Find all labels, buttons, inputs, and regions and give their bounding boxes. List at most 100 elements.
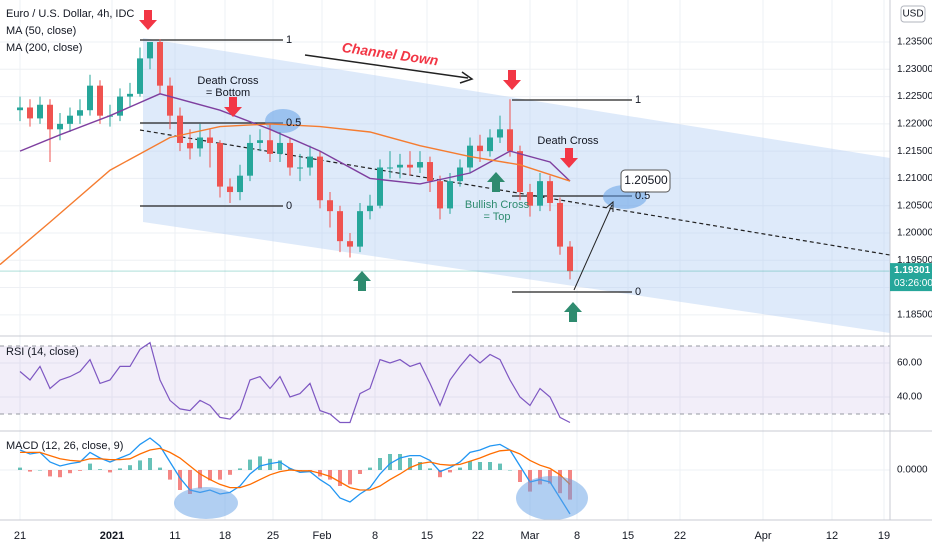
annotation: Death Cross <box>197 75 259 87</box>
histogram-bar <box>408 458 412 470</box>
histogram-bar <box>388 454 392 470</box>
candle-body <box>397 164 403 168</box>
candle-body <box>127 93 133 97</box>
frame <box>0 0 932 521</box>
y-tick-label: 1.21000 <box>897 173 932 184</box>
last-price-label: 1.19301 <box>894 265 931 276</box>
candle-body <box>497 129 503 138</box>
panel-title: MACD (12, 26, close, 9) <box>6 440 123 452</box>
y-tick-label: 40.00 <box>897 392 922 403</box>
histogram-bar <box>348 470 352 485</box>
candle-body <box>197 137 203 149</box>
histogram-bar <box>78 470 82 471</box>
x-tick-label: Mar <box>521 530 540 542</box>
y-tick-label: 60.00 <box>897 358 922 369</box>
histogram-bar <box>458 467 462 470</box>
candle-body <box>117 96 123 116</box>
candle-body <box>557 202 563 247</box>
candle-body <box>147 42 153 59</box>
histogram-bar <box>518 470 522 482</box>
histogram-bar <box>248 459 252 470</box>
histogram-bar <box>468 461 472 470</box>
candle-body <box>337 211 343 242</box>
ma-line <box>19 93 571 185</box>
target-box <box>620 169 671 193</box>
currency-box[interactable] <box>900 5 926 23</box>
histogram-bar <box>268 458 272 470</box>
highlight <box>265 109 301 133</box>
histogram-bar <box>68 470 72 474</box>
histogram-bar <box>188 470 192 494</box>
legend-entry: MA (50, close) <box>6 25 76 37</box>
histogram-bar <box>328 470 332 480</box>
candle-body <box>427 162 433 182</box>
countdown: 03:26:00 <box>894 278 932 289</box>
candle-body <box>97 85 103 116</box>
histogram-bar <box>498 463 502 470</box>
x-tick-label: 8 <box>372 530 378 542</box>
histogram-bar <box>338 470 342 486</box>
target-label: 1.20500 <box>624 173 668 187</box>
histogram-bar <box>108 470 112 473</box>
histogram-bar <box>88 463 92 470</box>
candle-body <box>307 156 313 168</box>
last-price-box <box>890 263 932 292</box>
candle-body <box>267 140 273 154</box>
histogram-bar <box>438 470 442 478</box>
channel-midline <box>139 129 891 256</box>
histogram-bar <box>288 468 292 470</box>
y-tick-label: 1.20500 <box>897 200 932 211</box>
x-tick-label: 12 <box>826 530 838 542</box>
candle-body <box>537 181 543 206</box>
candle-body <box>477 145 483 152</box>
candle-body <box>517 151 523 193</box>
candle-body <box>207 137 213 143</box>
candle-body <box>447 181 453 209</box>
candle-body <box>377 167 383 206</box>
y-tick-label: 1.22500 <box>897 91 932 102</box>
currency[interactable]: USD <box>902 9 923 20</box>
candle-body <box>347 241 353 247</box>
candle-body <box>547 181 553 203</box>
x-tick-label: Feb <box>313 530 332 542</box>
up-arrows <box>353 172 582 322</box>
fib-label: 0 <box>635 286 641 298</box>
candle-body <box>167 85 173 116</box>
histogram-bar <box>368 467 372 470</box>
histogram-bar <box>378 458 382 470</box>
candle-body <box>387 167 393 169</box>
down-arrows <box>139 10 578 168</box>
candle-body <box>317 156 323 201</box>
candle-body <box>567 246 573 272</box>
y-tick-label: 1.23500 <box>897 37 932 48</box>
histogram-bar <box>418 462 422 470</box>
histogram-bar <box>218 470 222 480</box>
candle-body <box>277 142 283 154</box>
rsi-line <box>19 341 571 424</box>
candle-body <box>437 181 443 209</box>
candle-body <box>217 142 223 187</box>
candle-body <box>357 211 363 247</box>
x-tick-label: 8 <box>574 530 580 542</box>
histogram-bar <box>58 470 62 478</box>
candle-body <box>187 142 193 149</box>
x-tick-label: Apr <box>754 530 771 542</box>
histogram-bar <box>508 470 512 471</box>
annotation: = Bottom <box>206 87 250 99</box>
histogram-bar <box>538 470 542 485</box>
histogram-bar <box>208 470 212 481</box>
candle-body <box>27 107 33 119</box>
histogram-bar <box>158 467 162 470</box>
annotation: Bullish Cross <box>465 199 530 211</box>
candle-body <box>137 58 143 94</box>
y-tick-label: 1.20000 <box>897 228 932 239</box>
candle-body <box>237 175 243 193</box>
y-tick-label: 1.19500 <box>897 255 932 266</box>
histogram-bar <box>128 465 132 470</box>
fib-label: 1 <box>635 94 641 106</box>
candle-body <box>407 164 413 168</box>
panel-title: RSI (14, close) <box>6 346 79 358</box>
plot <box>0 39 890 515</box>
candle-body <box>507 129 513 152</box>
